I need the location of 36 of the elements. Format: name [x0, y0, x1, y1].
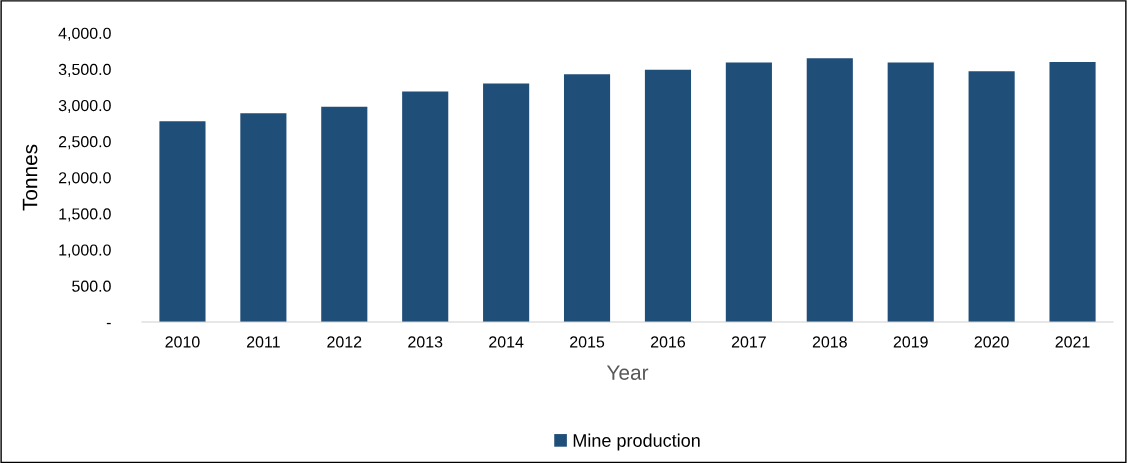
x-tick-label: 2020 — [974, 336, 1009, 348]
x-tick-label: 2010 — [165, 336, 200, 348]
x-axis-title: Year — [606, 365, 649, 380]
y-tick-label: 4,000.0 — [58, 27, 111, 41]
x-tick-label: 2017 — [731, 336, 766, 348]
y-tick-label: 500.0 — [72, 280, 111, 292]
bar — [644, 69, 692, 322]
x-tick-label: 2013 — [408, 336, 443, 348]
y-tick-label: 1,500.0 — [59, 208, 111, 222]
bar — [563, 74, 611, 322]
legend-label: Mine production — [573, 433, 700, 451]
bar — [968, 71, 1015, 322]
x-tick-label: 2016 — [651, 336, 686, 348]
x-tick-label: 2012 — [327, 336, 362, 348]
y-axis-title: Tonnes — [22, 144, 38, 211]
bar — [483, 83, 530, 322]
bar — [725, 62, 772, 322]
bar — [402, 91, 449, 322]
x-tick-label: 2018 — [812, 336, 847, 348]
x-tick-label: 2011 — [247, 336, 280, 348]
bar — [806, 58, 853, 322]
y-tick-label: 3,000.0 — [58, 99, 111, 114]
bar — [321, 106, 368, 322]
y-tick-label: 3,500.0 — [58, 63, 111, 77]
x-tick-label: 2014 — [489, 336, 524, 348]
y-tick-label: 2,000.0 — [58, 172, 111, 186]
y-tick-label: - — [106, 322, 111, 325]
bar — [159, 121, 206, 322]
bar — [1049, 61, 1096, 322]
x-tick-label: 2021 — [1055, 336, 1090, 348]
x-tick-label: 2015 — [570, 336, 605, 348]
y-tick-label: 1,000.0 — [59, 244, 111, 258]
bar — [240, 113, 287, 322]
y-tick-label: 2,500.0 — [58, 136, 111, 150]
bar — [887, 62, 934, 322]
x-tick-label: 2019 — [893, 336, 928, 348]
